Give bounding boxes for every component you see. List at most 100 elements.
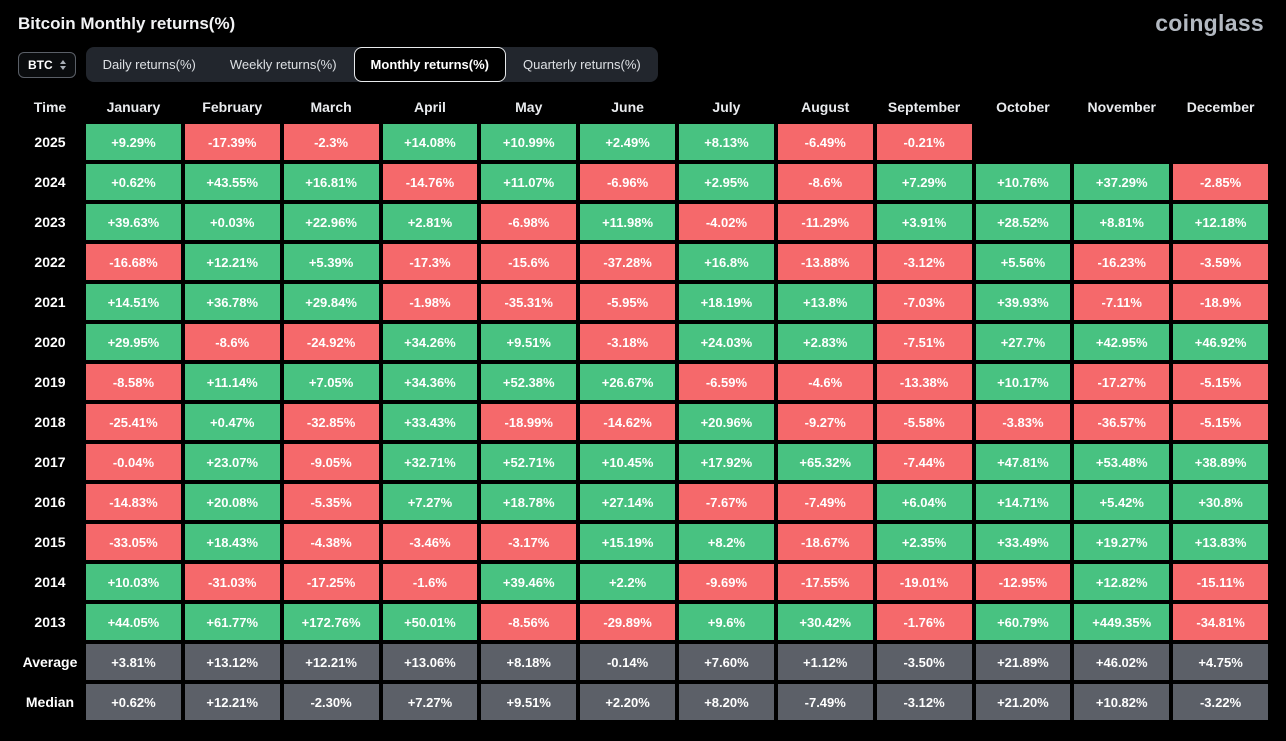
row-label: 2023 bbox=[34, 214, 66, 230]
return-cell: +34.36% bbox=[382, 364, 478, 400]
return-cell: +12.21% bbox=[283, 644, 379, 680]
symbol-select[interactable]: BTC bbox=[18, 51, 76, 78]
return-cell: +44.05% bbox=[86, 604, 181, 640]
return-cell: -15.6% bbox=[481, 244, 577, 280]
return-cell: -3.83% bbox=[975, 404, 1071, 440]
return-cell: +1.12% bbox=[777, 644, 873, 680]
return-cell: +60.79% bbox=[975, 604, 1071, 640]
return-cell: +5.42% bbox=[1074, 484, 1170, 520]
return-cell: -18.9% bbox=[1173, 284, 1268, 320]
return-cell: -3.17% bbox=[481, 524, 577, 560]
return-cell: +52.38% bbox=[481, 364, 577, 400]
return-cell: -7.49% bbox=[777, 684, 873, 720]
coinglass-logo[interactable]: coinglass bbox=[1155, 10, 1264, 36]
row-label: 2014 bbox=[34, 574, 66, 590]
return-cell: -6.96% bbox=[580, 164, 675, 200]
return-cell: -31.03% bbox=[184, 564, 280, 600]
return-cell: -7.51% bbox=[876, 324, 972, 360]
return-cell: +29.95% bbox=[86, 324, 181, 360]
return-cell: +47.81% bbox=[975, 444, 1071, 480]
return-cell: -34.81% bbox=[1173, 604, 1268, 640]
return-cell: +39.63% bbox=[86, 204, 181, 240]
return-cell: +39.46% bbox=[481, 564, 577, 600]
return-cell: +0.03% bbox=[184, 204, 280, 240]
return-cell: +10.17% bbox=[975, 364, 1071, 400]
tab-weekly-returns[interactable]: Weekly returns(%) bbox=[213, 47, 354, 82]
return-cell: +27.7% bbox=[975, 324, 1071, 360]
return-cell: -14.62% bbox=[580, 404, 675, 440]
return-cell: -8.6% bbox=[184, 324, 280, 360]
return-cell: -5.58% bbox=[876, 404, 972, 440]
tab-monthly-returns[interactable]: Monthly returns(%) bbox=[353, 47, 506, 82]
returns-grid: Time January February March April May June July… bbox=[18, 94, 1268, 720]
return-cell: -37.28% bbox=[580, 244, 675, 280]
return-cell: +33.49% bbox=[975, 524, 1071, 560]
return-cell: -5.15% bbox=[1173, 404, 1268, 440]
return-cell: -3.50% bbox=[876, 644, 972, 680]
row-label: Average bbox=[22, 654, 78, 670]
return-cell: +11.07% bbox=[481, 164, 577, 200]
bitcoin-returns-page: Bitcoin Monthly returns(%) coinglass BTC… bbox=[0, 10, 1286, 720]
return-cell: +0.47% bbox=[184, 404, 280, 440]
return-cell: -2.30% bbox=[283, 684, 379, 720]
tab-quarterly-returns[interactable]: Quarterly returns(%) bbox=[506, 47, 658, 82]
return-cell: -24.92% bbox=[283, 324, 379, 360]
return-cell: -14.83% bbox=[86, 484, 181, 520]
month-column-header: September bbox=[887, 99, 961, 115]
return-cell: +5.39% bbox=[283, 244, 379, 280]
return-cell: -2.85% bbox=[1173, 164, 1268, 200]
return-cell: +7.27% bbox=[382, 484, 478, 520]
returns-period-tabs: Daily returns(%) Weekly returns(%) Monthly… bbox=[85, 47, 658, 82]
return-cell: +22.96% bbox=[283, 204, 379, 240]
return-cell: +11.98% bbox=[580, 204, 675, 240]
return-cell: -3.22% bbox=[1173, 684, 1268, 720]
return-cell: +10.99% bbox=[481, 124, 577, 160]
tab-daily-returns[interactable]: Daily returns(%) bbox=[86, 47, 213, 82]
return-cell: +26.67% bbox=[580, 364, 675, 400]
return-cell: +18.19% bbox=[679, 284, 774, 320]
return-cell: +14.71% bbox=[975, 484, 1071, 520]
return-cell: -14.76% bbox=[382, 164, 478, 200]
return-cell: +8.81% bbox=[1074, 204, 1170, 240]
return-cell: -8.56% bbox=[481, 604, 577, 640]
month-column-header: August bbox=[801, 99, 850, 115]
return-cell: +16.81% bbox=[283, 164, 379, 200]
return-cell: +12.21% bbox=[184, 684, 280, 720]
return-cell: -4.6% bbox=[777, 364, 873, 400]
return-cell: -2.3% bbox=[283, 124, 379, 160]
return-cell: -13.88% bbox=[777, 244, 873, 280]
return-cell: +10.45% bbox=[580, 444, 675, 480]
return-cell: +18.43% bbox=[184, 524, 280, 560]
controls-bar: BTC Daily returns(%) Weekly returns(%) Mon… bbox=[0, 39, 1286, 82]
return-cell: +3.91% bbox=[876, 204, 972, 240]
returns-table: Time January February March April May June July… bbox=[0, 82, 1286, 720]
return-cell: -18.67% bbox=[777, 524, 873, 560]
return-cell: +29.84% bbox=[283, 284, 379, 320]
month-column-header: June bbox=[611, 99, 644, 115]
return-cell: -16.23% bbox=[1074, 244, 1170, 280]
return-cell: +20.08% bbox=[184, 484, 280, 520]
return-cell: +32.71% bbox=[382, 444, 478, 480]
return-cell: -35.31% bbox=[481, 284, 577, 320]
return-cell: +36.78% bbox=[184, 284, 280, 320]
return-cell: -6.49% bbox=[777, 124, 873, 160]
return-cell: -25.41% bbox=[86, 404, 181, 440]
month-column-header: December bbox=[1186, 99, 1255, 115]
up-down-arrows-icon bbox=[59, 59, 66, 70]
return-cell: +7.60% bbox=[679, 644, 774, 680]
row-label: 2016 bbox=[34, 494, 66, 510]
return-cell: +27.14% bbox=[580, 484, 675, 520]
return-cell: +449.35% bbox=[1074, 604, 1170, 640]
return-cell: +15.19% bbox=[580, 524, 675, 560]
return-cell: +20.96% bbox=[679, 404, 774, 440]
month-column-header: February bbox=[202, 99, 263, 115]
return-cell: -5.35% bbox=[283, 484, 379, 520]
return-cell: +8.13% bbox=[679, 124, 774, 160]
return-cell: +21.20% bbox=[975, 684, 1071, 720]
return-cell: +10.82% bbox=[1074, 684, 1170, 720]
row-label: 2020 bbox=[34, 334, 66, 350]
row-label: 2024 bbox=[34, 174, 66, 190]
return-cell: -29.89% bbox=[580, 604, 675, 640]
return-cell: +30.8% bbox=[1173, 484, 1268, 520]
return-cell: -6.98% bbox=[481, 204, 577, 240]
